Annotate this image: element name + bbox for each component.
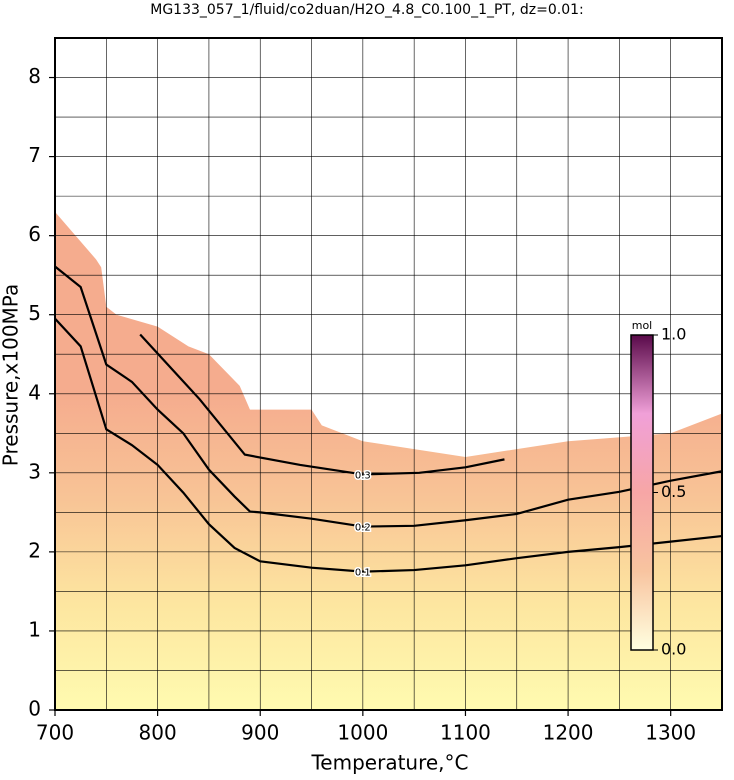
x-axis-label: Temperature,°C <box>310 751 468 775</box>
y-tick-label: 1 <box>28 617 41 641</box>
y-tick-label: 3 <box>28 459 41 483</box>
x-tick-label: 1200 <box>543 721 594 745</box>
y-tick-label: 8 <box>28 64 41 88</box>
contour-line <box>54 317 723 573</box>
filled-region <box>55 211 722 710</box>
colorbar <box>630 334 654 651</box>
y-tick-label: 2 <box>28 538 41 562</box>
contour-label: 0.1 <box>355 568 371 579</box>
colorbar-tick-label: 1.0 <box>661 325 686 344</box>
x-tick-label: 800 <box>139 721 177 745</box>
x-tick-label: 700 <box>36 721 74 745</box>
y-tick-label: 0 <box>28 697 41 721</box>
y-tick-label: 6 <box>28 222 41 246</box>
y-tick-label: 4 <box>28 380 41 404</box>
contour-label: 0.2 <box>355 523 371 534</box>
y-axis-label: Pressure,x100MPa <box>0 284 23 466</box>
y-tick-label: 7 <box>28 143 41 167</box>
contour-line <box>139 333 505 476</box>
x-tick-label: 1100 <box>440 721 491 745</box>
y-tick-label: 5 <box>28 301 41 325</box>
contour-line <box>54 265 723 528</box>
colorbar-tick-label: 0.0 <box>661 640 686 659</box>
colorbar-tick-label: 0.5 <box>661 482 686 501</box>
x-tick-label: 900 <box>241 721 279 745</box>
x-tick-label: 1300 <box>645 721 696 745</box>
chart-title: MG133_057_1/fluid/co2duan/H2O_4.8_C0.100… <box>150 2 584 18</box>
x-tick-label: 1000 <box>337 721 388 745</box>
colorbar-label: mol <box>632 319 653 332</box>
plot-frame <box>54 37 723 711</box>
contour-label: 0.3 <box>355 470 371 481</box>
